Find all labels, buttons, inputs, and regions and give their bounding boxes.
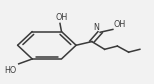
Text: OH: OH	[56, 13, 68, 22]
Text: N: N	[93, 23, 99, 32]
Text: HO: HO	[4, 66, 16, 75]
Text: OH: OH	[114, 20, 126, 29]
